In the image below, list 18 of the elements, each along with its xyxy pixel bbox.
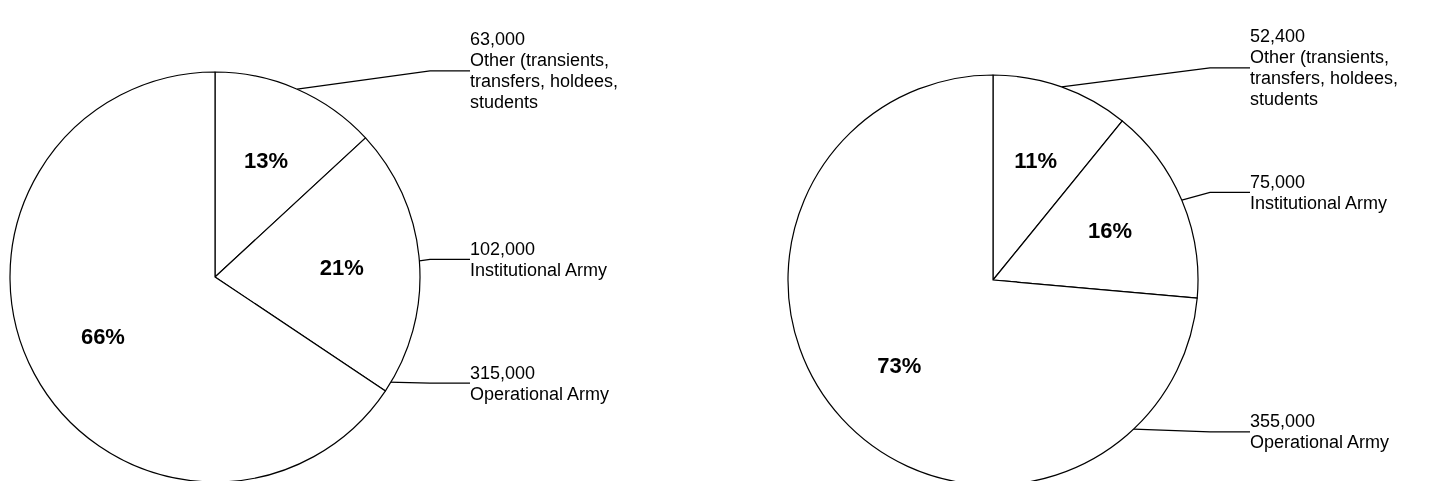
data-label: 63,000 [470, 29, 526, 50]
text: 11% [1014, 147, 1057, 173]
text: 73% [877, 353, 922, 379]
slice-label: Institutional Army [470, 259, 608, 280]
text: 16% [1088, 218, 1133, 244]
slice-label: Institutional Army [1250, 192, 1388, 213]
slice-label: Operational Army [470, 383, 610, 404]
data-label: 355,000 [1250, 411, 1316, 432]
text: 13% [243, 148, 288, 174]
data-label: 315,000 [470, 362, 536, 383]
text: 66% [80, 324, 125, 350]
slice-label: Other (transients, transfers, holdees, students [470, 50, 624, 113]
data-label: 75,000 [1250, 171, 1306, 192]
slice-label: Operational Army [1250, 432, 1390, 453]
slice-label: Other (transients, transfers, holdees, students [1250, 47, 1404, 110]
data-label: 52,400 [1250, 26, 1306, 47]
text: 21% [319, 254, 364, 280]
data-label: 102,000 [470, 238, 536, 259]
